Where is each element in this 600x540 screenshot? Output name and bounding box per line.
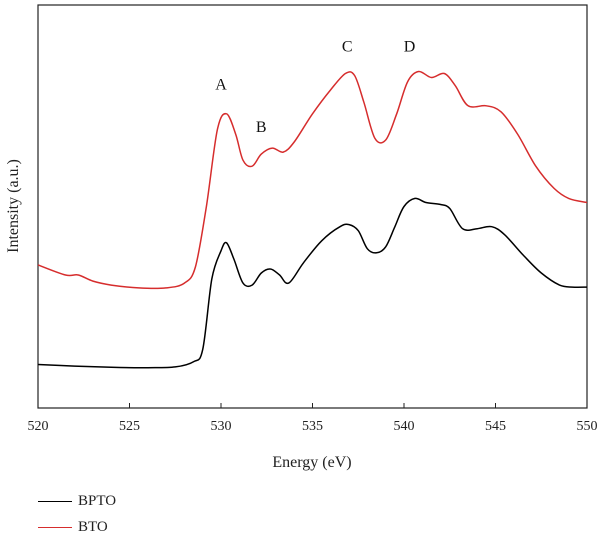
x-tick-label: 550 — [577, 419, 598, 434]
plot-frame — [37, 4, 588, 409]
series-line-bto — [37, 70, 588, 290]
x-tick-label: 535 — [302, 419, 323, 434]
x-tick-label: 540 — [394, 419, 415, 434]
legend: BPTO BTO — [38, 488, 116, 540]
x-tick-label: 530 — [211, 419, 232, 434]
series-lines — [37, 70, 588, 369]
peak-label-b: B — [256, 119, 267, 136]
x-axis-ticks: 520 525 530 535 540 545 550 — [28, 403, 598, 434]
series-line-bpto — [37, 197, 588, 369]
x-tick-label: 520 — [28, 419, 49, 434]
legend-swatch-bto — [38, 526, 72, 528]
x-tick-label: 545 — [485, 419, 506, 434]
x-axis-title: Energy (eV) — [272, 454, 351, 471]
peak-label-d: D — [404, 38, 416, 55]
peak-annotations: A B C D — [215, 38, 415, 136]
legend-item-bpto: BPTO — [38, 488, 116, 514]
xanes-line-chart: 520 525 530 535 540 545 550 A B C D Energy (eV) I… — [5, 4, 598, 471]
legend-item-bto: BTO — [38, 514, 116, 540]
peak-label-a: A — [215, 77, 227, 94]
legend-label-bpto: BPTO — [78, 492, 117, 509]
y-axis-title: Intensity (a.u.) — [5, 159, 22, 253]
legend-label-bto: BTO — [78, 518, 108, 535]
peak-label-c: C — [342, 38, 353, 55]
legend-swatch-bpto — [38, 500, 72, 502]
x-tick-label: 525 — [119, 419, 140, 434]
